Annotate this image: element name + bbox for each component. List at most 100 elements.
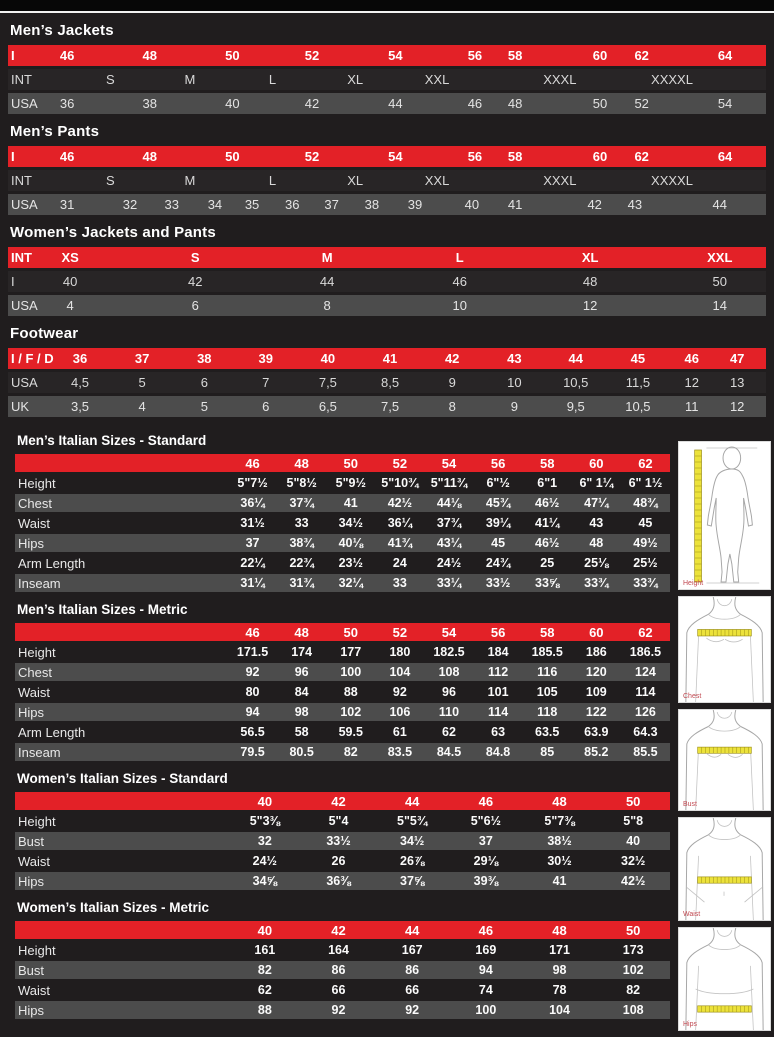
measurement-row: Waist 24½ 26 26⅞ 29⅛ 30½ 32½ <box>15 852 670 870</box>
measurement-row: Hips 94 98 102 106 110 114 118 122 126 <box>15 703 670 721</box>
measurement-cell: 174 <box>291 645 313 659</box>
measurement-cell: 114 <box>488 705 509 719</box>
measurement-cell: 186 <box>585 645 607 659</box>
size-cell: 56 <box>467 149 483 164</box>
size-cell: XXL <box>424 72 450 87</box>
row-label: USA <box>11 197 38 212</box>
measurement-cell: 33⅝ <box>535 576 560 590</box>
measurement-row-label: Inseam <box>18 744 61 760</box>
measurement-cell: 26 <box>331 854 346 868</box>
measurement-section: Men’s Italian Sizes - Standard 46 48 50 52 5… <box>0 433 774 1031</box>
size-cell: 45 <box>630 351 646 366</box>
measurement-cell: 85.5 <box>633 745 658 759</box>
measurement-cell: 29⅛ <box>473 854 499 868</box>
measurement-row: Inseam 79.5 80.5 82 83.5 84.5 84.8 85 85.2 85.5 <box>15 743 670 761</box>
measurement-cell: 169 <box>475 943 497 957</box>
size-cell: 48 <box>142 149 157 164</box>
size-cell: 60 <box>592 149 608 164</box>
size-cell: S <box>105 72 115 87</box>
measurement-tables: Men’s Italian Sizes - Standard 46 48 50 52 5… <box>15 433 670 1019</box>
measurement-row-label: Waist <box>18 982 51 998</box>
measurement-cell: 40⅛ <box>338 536 363 550</box>
size-cell: 37 <box>134 351 150 366</box>
measurement-row: Waist 80 84 88 92 96 101 105 109 114 <box>15 683 670 701</box>
size-cell: 44 <box>712 197 727 212</box>
size-cell: 37 <box>324 197 339 212</box>
size-cell: 4 <box>66 298 74 313</box>
size-cell: 38 <box>142 96 157 111</box>
size-cell: 40 <box>320 351 336 366</box>
measurement-cell: 38½ <box>547 834 572 848</box>
measurement-cell: 44⅛ <box>436 496 462 510</box>
size-cell: 7 <box>262 375 270 390</box>
size-row: USA 4 6 8 10 12 14 <box>8 295 766 316</box>
measurement-cell: 24½ <box>252 854 277 868</box>
figure-box-bust: Bust <box>678 709 771 811</box>
column-header-cell: 40 <box>257 793 273 809</box>
size-cell: 41 <box>382 351 398 366</box>
measurement-cell: 173 <box>622 943 644 957</box>
measurement-cell: 5"8 <box>623 814 644 828</box>
size-cell: M <box>184 72 196 87</box>
measurement-row-label: Hips <box>18 1002 45 1018</box>
measurement-cell: 5"6½ <box>470 814 501 828</box>
measurement-cell: 25 <box>540 556 555 570</box>
size-cell: 11,5 <box>625 375 651 390</box>
measurement-cell: 34½ <box>400 834 425 848</box>
size-cell: 11 <box>684 399 699 414</box>
size-cell: 38 <box>197 351 212 366</box>
column-header-cell: 46 <box>478 793 494 809</box>
measurement-cell: 118 <box>537 705 558 719</box>
size-cell: 12 <box>729 399 745 414</box>
measurement-cell: 41 <box>552 874 567 888</box>
row-label: USA <box>11 298 38 313</box>
figure-box-hips: Hips <box>678 927 771 1031</box>
size-cell: 46 <box>59 48 75 63</box>
size-cell: 13 <box>729 375 745 390</box>
size-cell: XXXXL <box>651 173 693 188</box>
measurement-cell: 86 <box>405 963 420 977</box>
size-cell: 3,5 <box>70 399 90 414</box>
measurement-cell: 41¾ <box>387 536 413 550</box>
size-row: USA 4,5 5 6 7 7,5 8,5 9 10 10,5 11,5 12 13 <box>8 372 766 393</box>
measurement-row: Hips 37 38¾ 40⅛ 41¾ 43¼ 45 46½ 48 49½ <box>15 534 670 552</box>
measurement-cell: 98 <box>294 705 309 719</box>
top-border-bar <box>0 0 774 13</box>
measurement-cell: 64.3 <box>633 725 658 739</box>
size-cell: 48 <box>582 274 598 289</box>
size-cell: 64 <box>717 48 733 63</box>
measurement-cell: 48 <box>589 536 604 550</box>
measurement-cell: 43¼ <box>436 536 462 550</box>
size-cell: 6 <box>191 298 199 313</box>
size-row: I 46 48 50 52 54 56 58 60 62 64 <box>8 146 766 167</box>
section-title-womens-jackets-pants: Women’s Jackets and Pants <box>10 224 216 241</box>
size-row: I 46 48 50 52 54 56 58 60 62 64 <box>8 45 766 66</box>
mens-jackets-section: Men’s Jackets I 46 48 50 52 54 56 58 60 62 64 INT S M… <box>0 22 774 114</box>
mens-standard-table: 46 48 50 52 54 56 58 60 62 Height 5"7½ 5"8½ 5"9½ 5"10… <box>15 454 670 592</box>
measurement-cell: 6" 1½ <box>628 476 663 490</box>
row-label: USA <box>11 375 38 390</box>
size-cell: XXL <box>707 250 733 265</box>
measurement-cell: 36¼ <box>240 496 265 510</box>
measurement-cell: 80 <box>245 685 260 699</box>
size-cell: 4,5 <box>70 375 90 390</box>
size-cell: 12 <box>684 375 699 390</box>
measurement-row: Hips 34⅝ 36⅜ 37⅝ 39⅜ 41 42½ <box>15 872 670 890</box>
measurement-cell: 185.5 <box>531 645 563 659</box>
measurement-cell: 45¾ <box>485 496 511 510</box>
measurement-cell: 62 <box>442 725 456 739</box>
size-cell: 43 <box>627 197 643 212</box>
measurement-cell: 40 <box>626 834 641 848</box>
measurement-cell: 120 <box>585 665 607 679</box>
size-row: USA 36 38 40 42 44 46 48 50 52 54 <box>8 93 766 114</box>
size-cell: 6,5 <box>318 399 337 414</box>
figure-box-chest: Chest <box>678 596 771 703</box>
figure-label: Hips <box>683 1021 698 1028</box>
size-cell: 10,5 <box>625 399 651 414</box>
measurement-cell: 92 <box>331 1003 346 1017</box>
measurement-row: Chest 36¼ 37¾ 41 42½ 44⅛ 45¾ 46½ 47¼ 48¾ <box>15 494 670 512</box>
measurement-cell: 5"11¾ <box>430 476 468 490</box>
size-cell: 39 <box>407 197 423 212</box>
measurement-cell: 74 <box>478 983 493 997</box>
bust-measure-icon <box>685 710 764 810</box>
